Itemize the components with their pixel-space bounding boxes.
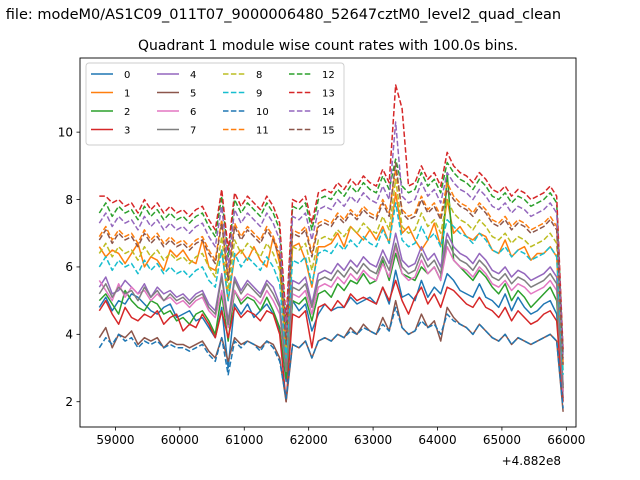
y-tick-label: 4 [65, 328, 73, 342]
legend-label-1: 1 [124, 88, 130, 99]
axes-frame [79, 57, 577, 428]
x-tick-label: 65000 [483, 433, 521, 447]
legend-label-5: 5 [190, 88, 196, 99]
legend-label-14: 14 [322, 107, 335, 118]
x-tick-label: 64000 [418, 433, 456, 447]
series-line-11 [98, 168, 564, 365]
x-tick-label: 59000 [96, 433, 134, 447]
series-line-12 [98, 158, 564, 355]
series-layer [98, 84, 564, 412]
legend-label-9: 9 [256, 88, 262, 99]
legend-label-2: 2 [124, 107, 130, 118]
y-tick-label: 8 [65, 193, 73, 207]
series-line-1 [98, 192, 564, 389]
x-tick-label: 61000 [225, 433, 263, 447]
y-tick-label: 10 [58, 125, 73, 139]
chart-title: Quadrant 1 module wise count rates with … [138, 38, 518, 54]
x-axis: 59000 60000 61000 62000 63000 64000 65000 66000 [96, 427, 585, 447]
series-line-6 [98, 245, 564, 392]
series-line-4 [98, 232, 564, 385]
figure-suptitle: n file: modeM0/AS1C09_011T07_9000006480_… [0, 7, 561, 23]
legend-label-4: 4 [190, 70, 196, 81]
x-tick-label: 62000 [290, 433, 328, 447]
x-offset-label: +4.882e8 [502, 454, 561, 468]
legend-label-6: 6 [190, 107, 196, 118]
x-tick-label: 60000 [161, 433, 199, 447]
legend-label-0: 0 [124, 70, 130, 81]
series-line-3 [98, 279, 564, 403]
legend-box [85, 62, 345, 146]
legend-label-11: 11 [256, 125, 269, 136]
y-tick-label: 6 [65, 260, 73, 274]
legend-label-3: 3 [124, 125, 130, 136]
x-tick-label: 66000 [547, 433, 585, 447]
legend-label-7: 7 [190, 125, 196, 136]
series-line-13 [99, 84, 564, 352]
x-tick-label: 63000 [354, 433, 392, 447]
legend-label-10: 10 [256, 107, 269, 118]
y-tick-label: 2 [65, 395, 73, 409]
y-axis: 2 4 6 8 10 [58, 125, 80, 409]
series-line-7 [98, 239, 564, 389]
legend-label-12: 12 [322, 70, 335, 81]
legend-label-13: 13 [322, 88, 335, 99]
legend-label-8: 8 [256, 70, 262, 81]
series-line-10 [98, 306, 564, 409]
legend-label-15: 15 [322, 125, 335, 136]
series-line-8 [98, 178, 564, 372]
series-line-14 [98, 121, 564, 358]
series-line-15 [98, 161, 564, 365]
series-line-9 [98, 202, 564, 375]
series-line-2 [98, 171, 564, 392]
